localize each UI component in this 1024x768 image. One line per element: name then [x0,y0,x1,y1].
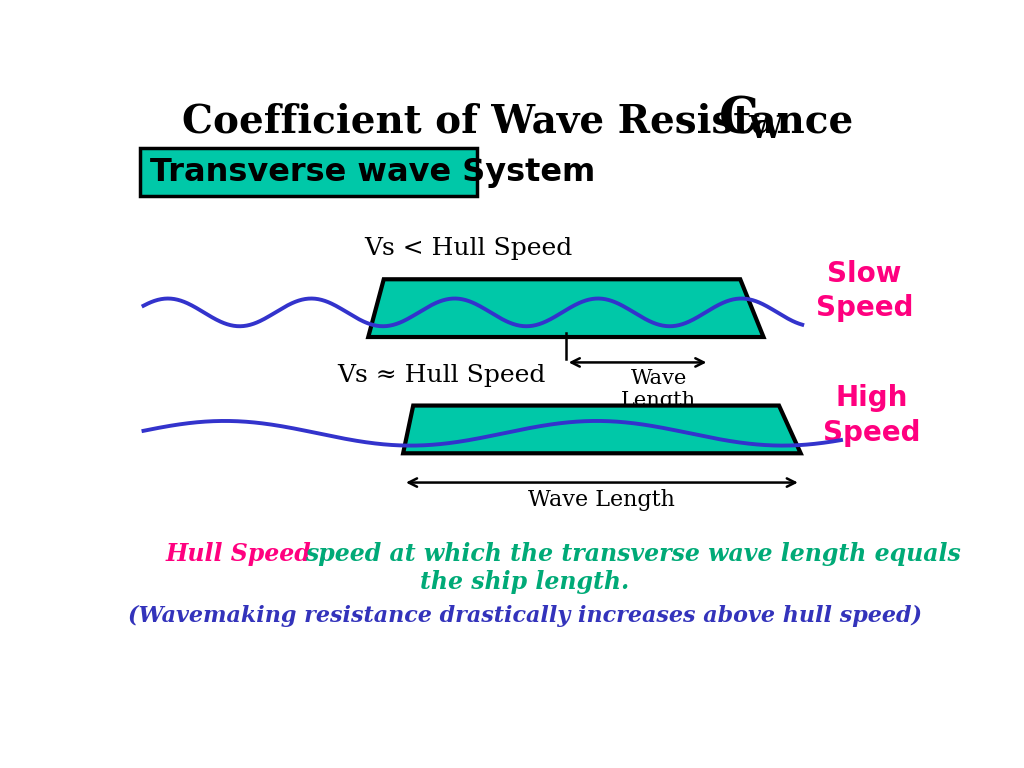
Text: Hull Speed :: Hull Speed : [165,542,328,566]
Text: Vs < Hull Speed: Vs < Hull Speed [365,237,572,260]
Text: (Wavemaking resistance drastically increases above hull speed): (Wavemaking resistance drastically incre… [128,604,922,627]
Text: C: C [719,95,759,144]
Text: Slow
Speed: Slow Speed [815,260,913,322]
FancyBboxPatch shape [140,148,477,196]
Text: the ship length.: the ship length. [420,570,630,594]
Text: Wave Length: Wave Length [528,488,675,511]
Text: Vs ≈ Hull Speed: Vs ≈ Hull Speed [337,364,546,387]
Text: Wave
Length: Wave Length [622,369,696,409]
Text: speed at which the transverse wave length equals: speed at which the transverse wave lengt… [305,542,961,566]
Text: Coefficient of Wave Resistance: Coefficient of Wave Resistance [182,102,867,141]
Text: High
Speed: High Speed [823,384,921,447]
Polygon shape [403,406,801,453]
Text: W: W [748,114,782,144]
Text: Transverse wave System: Transverse wave System [150,157,595,187]
Polygon shape [369,280,764,337]
